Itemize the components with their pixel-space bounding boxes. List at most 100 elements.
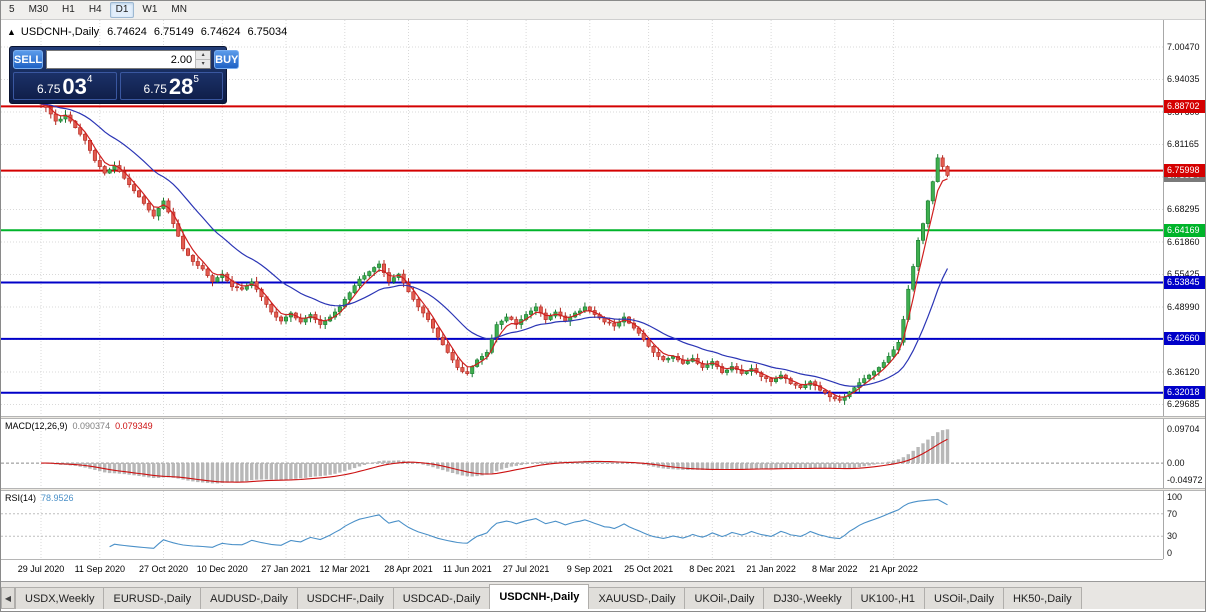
chart-tab-audusd-daily[interactable]: AUDUSD-,Daily (200, 587, 298, 609)
date-tick-label: 11 Jun 2021 (442, 564, 492, 574)
price-tick-label: 6.68295 (1167, 204, 1200, 215)
chart-tab-usdcad-daily[interactable]: USDCAD-,Daily (392, 587, 491, 609)
level-price-badge: 6.42660 (1164, 332, 1205, 346)
level-price-badge: 6.64169 (1164, 223, 1205, 237)
chart-tab-usoil-daily[interactable]: USOil-,Daily (924, 587, 1004, 609)
price-axis[interactable]: 7.004706.940356.876006.811656.747306.682… (1163, 20, 1205, 416)
ask-price-big: 28 (168, 74, 194, 99)
date-tick-label: 21 Jan 2022 (746, 564, 796, 574)
chart-tab-usdchf-daily[interactable]: USDCHF-,Daily (296, 587, 394, 609)
date-tick-label: 27 Jul 2021 (502, 564, 550, 574)
date-tick-label: 8 Mar 2022 (812, 564, 858, 574)
date-tick-label: 9 Sep 2021 (566, 564, 613, 574)
date-tick-label: 27 Oct 2020 (138, 564, 189, 574)
level-price-badge: 6.75998 (1164, 164, 1205, 178)
rsi-tick-label: 100 (1167, 491, 1183, 502)
level-price-badge: 6.53845 (1164, 275, 1205, 289)
date-tick-label: 29 Jul 2020 (17, 564, 65, 574)
ask-price-small: 6.75 (143, 82, 167, 96)
timeframe-button-h4[interactable]: H4 (88, 4, 102, 15)
timeframe-toolbar: 5 M30 H1 H4 D1 W1 MN (1, 1, 1205, 20)
sell-button[interactable]: SELL (13, 50, 44, 69)
level-price-badge: 6.32018 (1164, 386, 1205, 400)
volume-control: ▴ ▾ (46, 50, 212, 69)
volume-decrease-button[interactable]: ▾ (196, 60, 211, 68)
date-tick-label: 25 Oct 2021 (624, 564, 674, 574)
chart-tab-bar: ◀ USDX,Weekly EURUSD-,Daily AUDUSD-,Daily US… (1, 581, 1205, 609)
timeframe-button-h1[interactable]: H1 (62, 4, 75, 15)
ohlc-low: 6.74624 (200, 26, 241, 38)
macd-tick-label: 0.09704 (1167, 424, 1200, 435)
rsi-tick-label: 0 (1167, 548, 1173, 558)
price-tick-label: 6.36120 (1167, 366, 1200, 377)
rsi-tick-label: 70 (1167, 508, 1178, 519)
pane-splitter[interactable] (1, 416, 1205, 419)
date-tick-label: 8 Dec 2021 (689, 564, 736, 574)
buy-button[interactable]: BUY (214, 50, 240, 69)
bid-price-big: 03 (62, 74, 87, 99)
chart-tab-usdcnh-daily[interactable]: USDCNH-,Daily (489, 584, 590, 609)
rsi-pane[interactable] (1, 491, 1163, 559)
ohlc-close: 6.75034 (247, 26, 288, 38)
price-tick-label: 6.61860 (1167, 236, 1200, 247)
ask-price-display[interactable]: 6.75 28 5 (119, 72, 223, 100)
level-price-badge: 6.88702 (1164, 99, 1205, 113)
volume-input[interactable] (47, 51, 196, 68)
chart-tab-uk100-h1[interactable]: UK100-,H1 (850, 587, 926, 609)
main-price-pane[interactable] (1, 20, 1163, 416)
bid-price-display[interactable]: 6.75 03 4 (13, 72, 117, 100)
macd-axis[interactable]: 0.09704 0.00 -0.04972 (1163, 419, 1205, 488)
date-tick-label: 28 Apr 2021 (384, 564, 433, 574)
bid-price-small: 6.75 (37, 82, 61, 96)
ask-price-sup: 5 (193, 74, 199, 85)
ohlc-header: ▲ USDCNH-,Daily 6.74624 6.75149 6.74624 … (7, 26, 294, 38)
date-tick-label: 27 Jan 2021 (261, 564, 311, 574)
rsi-name: RSI(14) (5, 493, 37, 503)
price-tick-label: 6.94035 (1167, 74, 1200, 85)
date-tick-label: 10 Dec 2020 (196, 564, 248, 574)
rsi-axis[interactable]: 100 70 30 0 (1163, 491, 1205, 559)
rsi-value: 78.9526 (41, 493, 74, 503)
price-tick-label: 6.55425 (1167, 269, 1200, 280)
date-tick-label: 21 Apr 2022 (869, 564, 918, 574)
chart-tab-xauusd-daily[interactable]: XAUUSD-,Daily (588, 587, 686, 609)
price-tick-label: 6.29685 (1167, 399, 1200, 410)
volume-increase-button[interactable]: ▴ (196, 51, 211, 60)
rsi-tick-label: 30 (1167, 531, 1178, 542)
chart-tab-ukoil-daily[interactable]: UKOil-,Daily (684, 587, 765, 609)
tab-scroll-left-button[interactable]: ◀ (1, 587, 15, 609)
bid-price-sup: 4 (86, 74, 93, 85)
price-tick-label: 6.81165 (1167, 139, 1199, 150)
chart-tab-dj30-weekly[interactable]: DJ30-,Weekly (763, 587, 852, 609)
time-axis[interactable]: 29 Jul 2020 11 Sep 2020 27 Oct 2020 10 Dec … (1, 559, 1163, 580)
macd-label: MACD(12,26,9) 0.090374 0.079349 (5, 421, 153, 431)
volume-spinner: ▴ ▾ (195, 51, 211, 68)
macd-tick-label: 0.00 (1167, 458, 1185, 469)
price-tick-label: 7.00470 (1167, 42, 1200, 52)
rsi-label: RSI(14) 78.9526 (5, 493, 74, 503)
chart-symbol-title: USDCNH-,Daily (20, 26, 100, 38)
price-tick-label: 6.48990 (1167, 301, 1200, 312)
chart-tab-hk50-daily[interactable]: HK50-,Daily (1002, 587, 1082, 609)
date-tick-label: 12 Mar 2021 (319, 564, 371, 574)
one-click-toggle-icon[interactable]: ▲ (7, 27, 16, 37)
macd-main-value: 0.090374 (72, 421, 111, 431)
ohlc-high: 6.75149 (153, 26, 194, 38)
chart-window: 7.004706.940356.876006.811656.747306.682… (1, 20, 1205, 581)
pane-splitter[interactable] (1, 488, 1205, 491)
timeframe-button-m30[interactable]: M30 (28, 4, 49, 15)
timeframe-button-5[interactable]: 5 (9, 4, 15, 15)
macd-tick-label: -0.04972 (1167, 475, 1203, 486)
macd-name: MACD(12,26,9) (5, 421, 68, 431)
timeframe-button-w1[interactable]: W1 (142, 4, 158, 15)
ohlc-open: 6.74624 (107, 26, 147, 38)
timeframe-button-d1[interactable]: D1 (109, 2, 135, 18)
date-tick-label: 11 Sep 2020 (74, 564, 125, 574)
timeframe-button-mn[interactable]: MN (171, 4, 187, 15)
macd-pane[interactable] (1, 419, 1163, 488)
chart-tab-usdx-weekly[interactable]: USDX,Weekly (15, 587, 105, 609)
macd-signal-value: 0.079349 (115, 421, 153, 431)
chart-tab-eurusd-daily[interactable]: EURUSD-,Daily (103, 587, 202, 609)
